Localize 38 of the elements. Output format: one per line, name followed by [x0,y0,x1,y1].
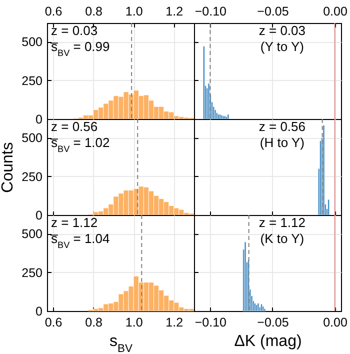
x-tick-label: 1.0 [125,4,143,18]
y-tick-label: 250 [22,170,43,184]
x-tick-label: 0.8 [85,4,103,18]
x-tick-label: 0.8 [85,316,103,330]
y-axis-title: Counts [0,142,17,193]
annotation: (K to Y) [260,231,304,246]
x-tick-label: 1.0 [125,316,143,330]
annotation: z = 0.56 [51,119,98,134]
annotation: z = 1.12 [51,215,98,230]
annotation: z = 0.03 [258,23,306,38]
annotation: (Y to Y) [260,39,304,54]
x-tick-label: 0.6 [44,316,62,330]
y-tick-label: 250 [22,74,43,88]
y-tick-label: 0 [36,304,43,318]
x-tick-label: 0.6 [44,4,62,18]
y-tick-label: 250 [22,266,43,280]
annotation: s̅$_{BV}$ = 1.02 [50,135,110,154]
annotation: s̅$_{BV}$ = 0.99 [50,39,110,58]
x-tick-label: −0.05 [257,316,289,330]
y-tick-label: 500 [22,227,43,242]
y-tick-label: 500 [22,131,43,146]
y-tick-label: 0 [36,112,43,126]
annotation: (H to Y) [260,135,304,150]
annotation: z = 0.03 [51,23,98,38]
y-tick-label: 0 [36,208,43,222]
x-tick-label: 0.00 [323,316,348,330]
x-tick-label: −0.05 [257,4,289,18]
x-tick-label: −0.10 [194,4,227,18]
annotation: z = 0.56 [258,119,306,134]
x-axis-title: ΔK (mag) [234,333,302,350]
x-tick-label: 0.00 [323,4,348,18]
annotation: z = 1.12 [258,215,306,230]
x-tick-label: 1.2 [166,4,184,18]
annotation: s̅$_{BV}$ = 1.04 [50,231,110,250]
x-tick-label: −0.10 [194,316,227,330]
y-tick-label: 500 [22,35,43,50]
x-tick-label: 1.2 [166,316,184,330]
x-axis-title: s$_{BV}$ [110,333,133,354]
